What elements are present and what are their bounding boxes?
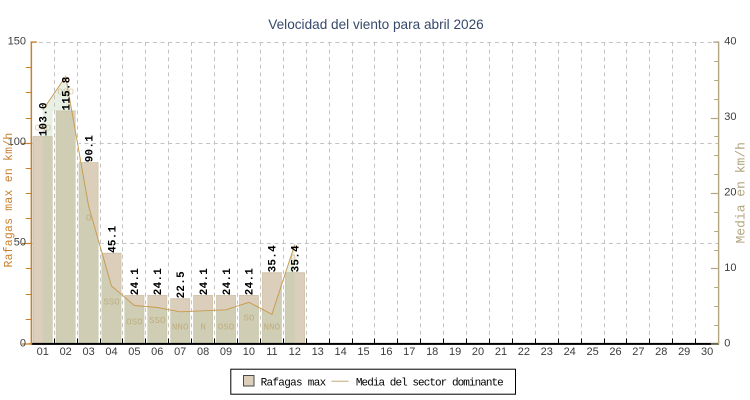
svg-text:0: 0 bbox=[20, 337, 26, 349]
svg-text:30: 30 bbox=[724, 111, 736, 123]
svg-text:26: 26 bbox=[609, 346, 621, 358]
svg-text:05: 05 bbox=[128, 346, 140, 358]
svg-text:O: O bbox=[86, 212, 92, 223]
svg-text:35.4: 35.4 bbox=[291, 245, 303, 273]
svg-text:04: 04 bbox=[105, 346, 117, 358]
svg-text:24.1: 24.1 bbox=[199, 268, 211, 296]
svg-text:Rafagas max en km/h: Rafagas max en km/h bbox=[3, 133, 16, 268]
svg-text:03: 03 bbox=[82, 346, 94, 358]
svg-text:28: 28 bbox=[655, 346, 667, 358]
svg-text:19: 19 bbox=[449, 346, 461, 358]
svg-text:Velocidad del viento para abri: Velocidad del viento para abril 2026 bbox=[268, 17, 483, 32]
svg-text:10: 10 bbox=[724, 262, 736, 274]
svg-text:0: 0 bbox=[724, 338, 730, 350]
svg-text:OSO: OSO bbox=[218, 321, 235, 332]
svg-text:25: 25 bbox=[586, 346, 598, 358]
svg-text:22: 22 bbox=[518, 346, 530, 358]
svg-text:SSO: SSO bbox=[149, 315, 166, 326]
svg-text:SSO: SSO bbox=[103, 296, 120, 307]
svg-text:07: 07 bbox=[174, 346, 186, 358]
svg-text:103.0: 103.0 bbox=[39, 102, 51, 136]
svg-text:30: 30 bbox=[701, 346, 713, 358]
svg-text:24.1: 24.1 bbox=[222, 268, 234, 296]
svg-text:11: 11 bbox=[266, 346, 277, 358]
svg-text:35.4: 35.4 bbox=[268, 245, 280, 273]
svg-text:13: 13 bbox=[312, 346, 324, 358]
svg-text:24.1: 24.1 bbox=[130, 268, 142, 296]
svg-text:50: 50 bbox=[14, 237, 26, 249]
svg-text:09: 09 bbox=[220, 346, 232, 358]
svg-text:20: 20 bbox=[724, 187, 736, 199]
svg-text:OSO: OSO bbox=[35, 122, 52, 133]
svg-text:90.1: 90.1 bbox=[84, 135, 96, 163]
svg-text:27: 27 bbox=[632, 346, 644, 358]
svg-text:SO: SO bbox=[243, 312, 255, 323]
svg-text:OSO: OSO bbox=[57, 86, 74, 97]
svg-text:OSO: OSO bbox=[126, 316, 143, 327]
svg-text:NNO: NNO bbox=[172, 321, 189, 332]
svg-text:29: 29 bbox=[678, 346, 690, 358]
svg-text:01: 01 bbox=[37, 346, 49, 358]
svg-text:40: 40 bbox=[724, 36, 736, 48]
svg-text:O: O bbox=[290, 252, 296, 263]
svg-text:15: 15 bbox=[357, 346, 369, 358]
svg-text:45.1: 45.1 bbox=[107, 225, 119, 253]
svg-text:02: 02 bbox=[60, 346, 72, 358]
svg-text:115.8: 115.8 bbox=[62, 76, 74, 110]
svg-text:Rafagas max: Rafagas max bbox=[261, 377, 327, 389]
svg-text:22.5: 22.5 bbox=[176, 271, 188, 298]
svg-text:24.1: 24.1 bbox=[245, 268, 257, 296]
svg-text:20: 20 bbox=[472, 346, 484, 358]
svg-text:100: 100 bbox=[8, 136, 26, 148]
svg-text:06: 06 bbox=[151, 346, 163, 358]
svg-text:NNO: NNO bbox=[264, 322, 281, 333]
svg-text:14: 14 bbox=[334, 346, 346, 358]
svg-text:23: 23 bbox=[541, 346, 553, 358]
svg-text:150: 150 bbox=[8, 35, 26, 47]
svg-text:12: 12 bbox=[289, 346, 301, 358]
svg-text:Media del sector dominante: Media del sector dominante bbox=[356, 377, 503, 389]
svg-text:Media en km/h: Media en km/h bbox=[734, 142, 749, 243]
svg-text:08: 08 bbox=[197, 346, 209, 358]
svg-text:18: 18 bbox=[426, 346, 438, 358]
svg-text:N: N bbox=[200, 321, 206, 332]
svg-text:10: 10 bbox=[243, 346, 255, 358]
svg-text:17: 17 bbox=[403, 346, 415, 358]
svg-text:21: 21 bbox=[495, 346, 507, 358]
svg-text:16: 16 bbox=[380, 346, 392, 358]
svg-text:24.1: 24.1 bbox=[153, 268, 165, 296]
svg-text:24: 24 bbox=[564, 346, 576, 358]
